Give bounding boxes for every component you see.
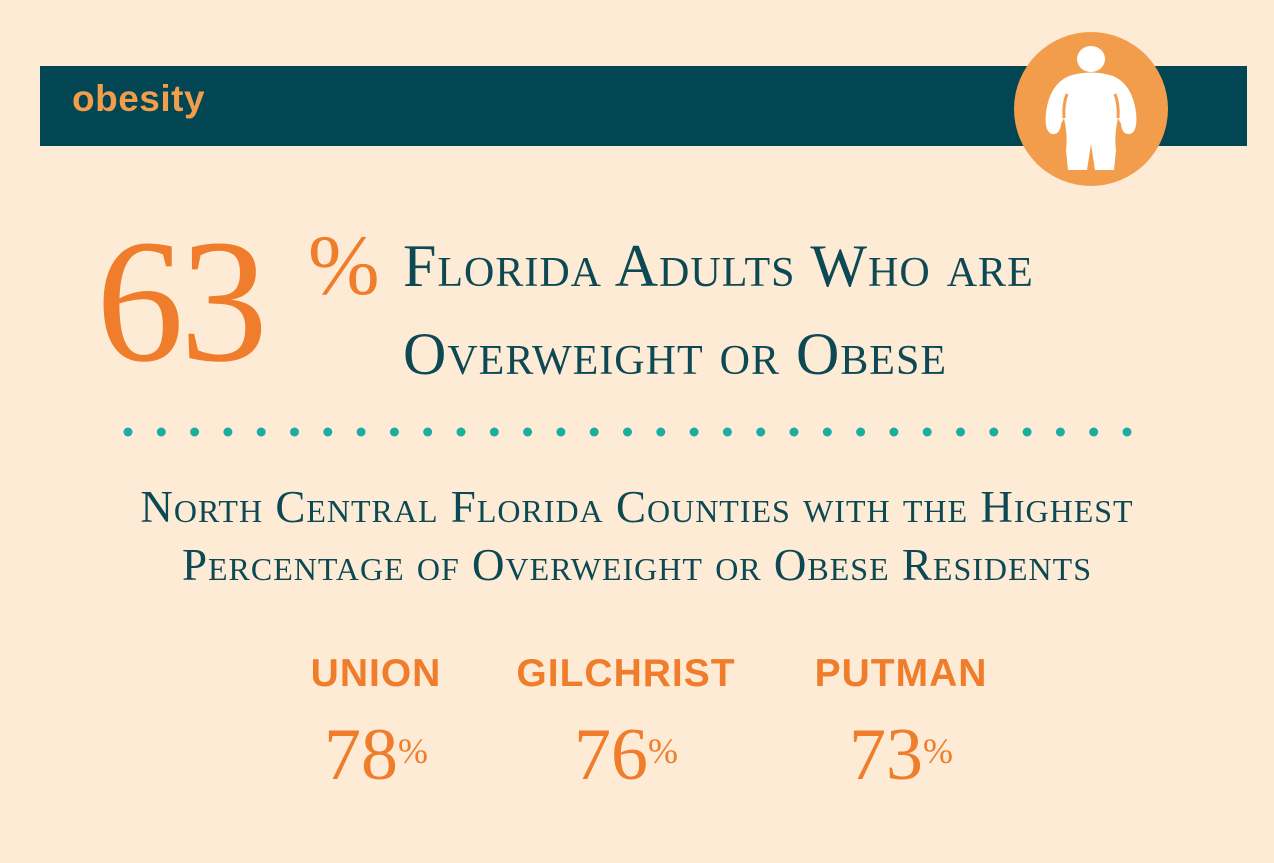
county-name: UNION bbox=[310, 652, 442, 695]
divider-dot bbox=[456, 427, 466, 437]
divider-dot bbox=[523, 427, 533, 437]
county-value-unit: % bbox=[648, 731, 678, 771]
county-name: PUTMAN bbox=[814, 652, 988, 695]
divider-dot bbox=[323, 427, 333, 437]
divider-dot bbox=[123, 427, 133, 437]
divider-dot bbox=[1055, 427, 1065, 437]
divider-dot bbox=[156, 427, 166, 437]
divider-dot bbox=[623, 427, 632, 437]
county-stat-putman: PUTMAN 73% bbox=[796, 650, 1006, 792]
county-stat-union: UNION 78% bbox=[296, 650, 456, 792]
divider-dot bbox=[489, 427, 499, 437]
divider-dot bbox=[589, 427, 599, 437]
county-value-number: 73 bbox=[849, 714, 923, 796]
county-value-unit: % bbox=[398, 731, 428, 771]
main-statistic-unit: % bbox=[308, 217, 380, 313]
divider-dot bbox=[656, 427, 666, 437]
divider-dot bbox=[922, 427, 932, 437]
divider-dot bbox=[722, 427, 732, 437]
divider-dot bbox=[889, 427, 899, 437]
divider-dot bbox=[822, 427, 832, 437]
divider-dot bbox=[423, 427, 433, 437]
main-statistic-label: Florida Adults Who are Overweight or Obe… bbox=[403, 222, 1034, 398]
divider-dot bbox=[956, 427, 965, 437]
counties-heading-line-1: North Central Florida Counties with the … bbox=[140, 482, 1134, 532]
county-stat-gilchrist: GILCHRIST 76% bbox=[506, 650, 746, 792]
counties-heading-line-2: Percentage of Overweight or Obese Reside… bbox=[181, 540, 1093, 590]
dotted-divider bbox=[123, 427, 1132, 437]
person-silhouette-icon bbox=[1014, 32, 1168, 186]
counties-heading: North Central Florida Counties with the … bbox=[0, 478, 1274, 594]
county-value-unit: % bbox=[923, 731, 953, 771]
divider-dot bbox=[556, 427, 566, 437]
main-statistic: 63 % bbox=[96, 214, 380, 390]
divider-dot bbox=[389, 427, 399, 437]
divider-dot bbox=[856, 427, 866, 437]
divider-dot bbox=[356, 427, 366, 437]
divider-dot bbox=[789, 427, 799, 437]
divider-dot bbox=[1122, 427, 1132, 437]
banner-title: obesity bbox=[72, 78, 206, 119]
divider-dot bbox=[1089, 427, 1099, 437]
main-statistic-value: 63 bbox=[96, 204, 268, 399]
divider-dot bbox=[1022, 427, 1032, 437]
county-value: 73% bbox=[796, 718, 1006, 792]
county-value: 78% bbox=[296, 718, 456, 792]
divider-dot bbox=[989, 427, 999, 437]
divider-dot bbox=[223, 427, 233, 437]
county-value-number: 76 bbox=[574, 714, 648, 796]
county-value-number: 78 bbox=[324, 714, 398, 796]
divider-dot bbox=[190, 427, 200, 437]
divider-dot bbox=[756, 427, 766, 437]
divider-dot bbox=[290, 427, 299, 437]
headline-line-2: Overweight or Obese bbox=[403, 321, 947, 387]
divider-dot bbox=[689, 427, 699, 437]
county-value: 76% bbox=[506, 718, 746, 792]
divider-dot bbox=[256, 427, 266, 437]
headline-line-1: Florida Adults Who are bbox=[403, 233, 1034, 299]
county-name: GILCHRIST bbox=[516, 652, 736, 695]
